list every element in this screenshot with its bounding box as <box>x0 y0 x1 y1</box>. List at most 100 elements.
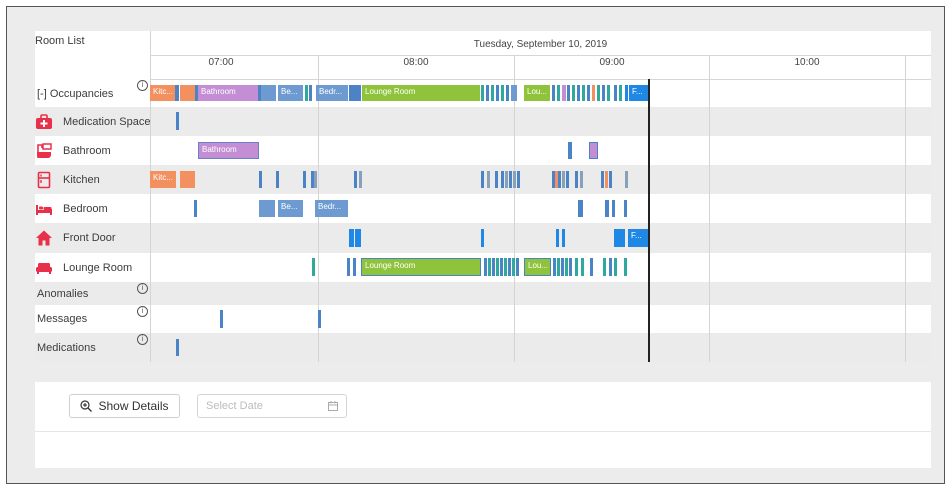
occupancy-event[interactable] <box>625 85 628 101</box>
bedroom-event[interactable] <box>612 200 615 217</box>
lounge-event[interactable] <box>569 258 572 276</box>
kitchen-event[interactable] <box>303 171 306 188</box>
sidebar-item-medication-space[interactable]: Medication Space <box>35 107 150 136</box>
message-event[interactable] <box>318 310 321 328</box>
occupancy-event[interactable] <box>496 85 499 101</box>
front-door-bar[interactable]: F... <box>628 229 648 247</box>
occupancy-event[interactable] <box>582 85 585 101</box>
lounge-event[interactable] <box>484 258 487 276</box>
kitchen-event[interactable] <box>558 171 561 188</box>
date-picker[interactable] <box>197 394 347 418</box>
bedroom-bar[interactable]: Be... <box>278 200 303 217</box>
kitchen-event[interactable] <box>609 171 612 188</box>
sidebar-item-bedroom[interactable]: Bedroom <box>35 194 150 223</box>
bathroom-event[interactable] <box>568 142 572 159</box>
info-icon[interactable]: i <box>137 283 148 294</box>
occupancy-bar-bedroom[interactable] <box>261 85 276 101</box>
lounge-event[interactable] <box>347 258 350 276</box>
occupancy-event[interactable] <box>587 85 590 101</box>
occupancy-event[interactable] <box>619 85 622 101</box>
lounge-event[interactable] <box>504 258 507 276</box>
occupancy-bar-lounge[interactable]: Lounge Room <box>362 85 480 101</box>
medication-space-event[interactable] <box>176 112 179 130</box>
sidebar-item-messages[interactable]: Messages i <box>35 305 150 333</box>
lounge-event[interactable] <box>516 258 519 276</box>
date-input[interactable] <box>206 400 316 412</box>
lounge-event[interactable] <box>492 258 495 276</box>
lounge-bar[interactable]: Lou... <box>524 258 551 276</box>
occupancy-event[interactable] <box>597 85 600 101</box>
kitchen-event[interactable] <box>487 171 490 188</box>
lounge-event[interactable] <box>496 258 499 276</box>
occupancy-bar-bathroom[interactable]: Bathroom <box>198 85 258 101</box>
kitchen-event[interactable] <box>481 171 484 188</box>
kitchen-event[interactable] <box>517 171 520 188</box>
kitchen-event[interactable] <box>259 171 262 188</box>
bedroom-event[interactable] <box>194 200 197 217</box>
occupancy-event[interactable] <box>562 85 566 101</box>
kitchen-event[interactable] <box>276 171 279 188</box>
occupancy-event[interactable] <box>501 85 504 101</box>
kitchen-event[interactable] <box>562 171 565 188</box>
occupancy-event[interactable] <box>491 85 494 101</box>
occupancy-event[interactable] <box>481 85 484 101</box>
sidebar-item-bathroom[interactable]: Bathroom <box>35 136 150 165</box>
occupancy-bar-kitchen[interactable] <box>180 85 195 101</box>
lounge-event[interactable] <box>609 258 612 276</box>
occupancy-event[interactable] <box>602 85 605 101</box>
front-door-event[interactable] <box>556 229 559 247</box>
info-icon[interactable]: i <box>137 80 148 91</box>
lounge-event[interactable] <box>565 258 568 276</box>
lounge-event[interactable] <box>553 258 556 276</box>
occupancy-event[interactable] <box>552 85 555 101</box>
sidebar-item-lounge-room[interactable]: Lounge Room <box>35 253 150 282</box>
occupancy-event[interactable] <box>592 85 595 101</box>
occupancy-bar-bedroom[interactable]: Be... <box>278 85 303 101</box>
kitchen-event[interactable] <box>580 171 583 188</box>
bathroom-event[interactable] <box>589 142 598 159</box>
lounge-event[interactable] <box>500 258 503 276</box>
occupancy-event[interactable] <box>175 85 179 101</box>
occupancy-event[interactable] <box>614 85 617 101</box>
occupancy-event[interactable] <box>577 85 580 101</box>
bathroom-bar[interactable]: Bathroom <box>198 142 259 159</box>
lounge-event[interactable] <box>488 258 491 276</box>
occupancy-event[interactable] <box>506 85 509 101</box>
occupancy-event[interactable] <box>557 85 560 101</box>
bedroom-event[interactable] <box>578 200 583 217</box>
lounge-event[interactable] <box>557 258 560 276</box>
bedroom-bar[interactable]: Bedr... <box>315 200 348 217</box>
kitchen-event[interactable] <box>495 171 498 188</box>
medication-event[interactable] <box>176 339 179 356</box>
kitchen-bar[interactable]: Kitc... <box>150 171 176 188</box>
sidebar-item-front-door[interactable]: Front Door <box>35 223 150 253</box>
front-door-event[interactable] <box>355 229 361 247</box>
occupancy-event[interactable] <box>305 85 308 101</box>
calendar-icon[interactable] <box>328 401 338 411</box>
lounge-event[interactable] <box>312 258 315 276</box>
lounge-event[interactable] <box>603 258 606 276</box>
lounge-event[interactable] <box>512 258 515 276</box>
kitchen-bar[interactable] <box>180 171 195 188</box>
kitchen-event[interactable] <box>555 171 558 188</box>
show-details-button[interactable]: Show Details <box>69 394 180 418</box>
occupancy-bar-lounge[interactable]: Lou... <box>524 85 550 101</box>
kitchen-event[interactable] <box>505 171 508 188</box>
occupancy-event[interactable] <box>349 85 361 101</box>
kitchen-event[interactable] <box>314 171 317 188</box>
occupancy-event[interactable] <box>511 85 517 101</box>
lounge-event[interactable] <box>508 258 511 276</box>
occupancy-bar-kitchen[interactable]: Kitc... <box>150 85 175 101</box>
front-door-event[interactable] <box>481 229 484 247</box>
bedroom-event[interactable] <box>624 200 627 217</box>
sidebar-item-kitchen[interactable]: Kitchen <box>35 165 150 194</box>
kitchen-event[interactable] <box>566 171 569 188</box>
occupancy-event[interactable] <box>567 85 570 101</box>
kitchen-event[interactable] <box>359 171 362 188</box>
kitchen-event[interactable] <box>601 171 604 188</box>
front-door-event[interactable] <box>562 229 565 247</box>
sidebar-item-medications[interactable]: Medications i <box>35 333 150 362</box>
occupancy-bar-bedroom[interactable]: Bedr... <box>316 85 348 101</box>
occupancy-event[interactable] <box>309 85 312 101</box>
lounge-event[interactable] <box>614 258 617 276</box>
